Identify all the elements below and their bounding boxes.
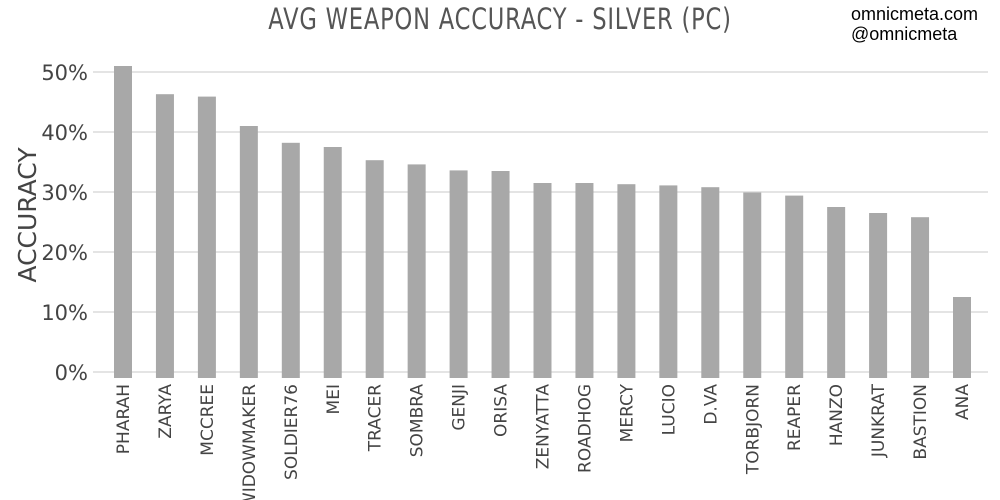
chart-title: AVG WEAPON ACCURACY - SILVER (PC)	[268, 2, 732, 36]
y-tick-label: 0%	[55, 361, 88, 385]
bars	[114, 66, 971, 378]
bar-junkrat	[869, 213, 888, 378]
y-tick-label: 30%	[41, 181, 88, 205]
credit-site-text: omnicmeta.com	[851, 4, 979, 24]
x-tick-label: LUCIO	[659, 384, 679, 435]
bar-genji	[449, 170, 468, 378]
x-tick-label: BASTION	[911, 384, 931, 460]
x-tick-label: SOMBRA	[408, 384, 428, 458]
x-tick-label: JUNKRAT	[869, 383, 889, 458]
x-tick-label: MCCREE	[198, 384, 218, 456]
bar-mercy	[617, 184, 636, 378]
bar-reaper	[785, 195, 804, 378]
y-axis-ticks: 0% 10% 20% 30% 40% 50%	[41, 61, 88, 385]
x-tick-label: WIDOWMAKER	[240, 384, 260, 500]
x-tick-label: GENJI	[450, 384, 470, 431]
y-axis-label: ACCURACY	[13, 147, 42, 283]
bar-hanzo	[827, 207, 846, 378]
x-tick-label: ROADHOG	[575, 384, 595, 473]
bar-tracer	[365, 160, 384, 378]
y-tick-label: 50%	[41, 61, 88, 85]
bar-lucio	[659, 185, 678, 378]
x-tick-label: PHARAH	[114, 384, 134, 454]
bar-orisa	[491, 171, 510, 378]
x-tick-label: TRACER	[366, 384, 386, 452]
x-tick-label: ANA	[953, 384, 973, 420]
y-tick-label: 20%	[41, 241, 88, 265]
x-tick-label: ZARYA	[156, 384, 176, 439]
bar-zenyatta	[533, 183, 552, 378]
bar-d-va	[701, 187, 720, 378]
bar-mccree	[197, 96, 216, 378]
x-tick-label: TORBJORN	[743, 384, 763, 475]
x-tick-label: SOLDIER76	[282, 384, 302, 480]
x-tick-label: HANZO	[827, 384, 847, 446]
x-axis-ticks: PHARAH ZARYA MCCREE WIDOWMAKER SOLDIER76 MEI T…	[114, 383, 973, 500]
credit-handle-text: @omnicmeta	[851, 24, 958, 44]
bar-bastion	[911, 217, 930, 378]
x-tick-label: ZENYATTA	[534, 384, 554, 470]
bar-ana	[953, 297, 971, 378]
x-tick-label: REAPER	[785, 384, 805, 451]
y-tick-label: 10%	[41, 301, 88, 325]
bar-widowmaker	[239, 126, 258, 378]
bar-soldier76	[281, 142, 300, 378]
bar-torbjorn	[743, 192, 762, 378]
x-tick-label: ORISA	[492, 384, 512, 437]
bar-roadhog	[575, 183, 594, 378]
x-tick-label: MERCY	[617, 383, 637, 442]
bar-sombra	[407, 164, 426, 378]
x-tick-label: D.VA	[701, 384, 721, 425]
bar-zarya	[155, 94, 174, 378]
bar-mei	[323, 147, 342, 378]
bar-pharah	[114, 66, 132, 378]
x-tick-label: MEI	[324, 384, 344, 414]
y-tick-label: 40%	[41, 121, 88, 145]
